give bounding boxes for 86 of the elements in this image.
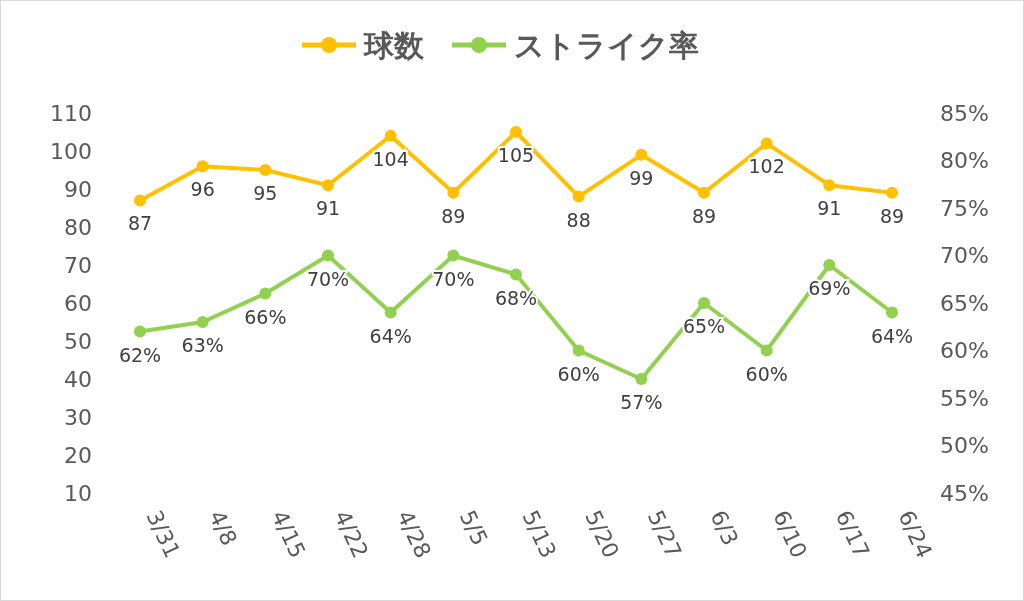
y2-tick-label: 60% bbox=[940, 338, 989, 364]
data-label: 89 bbox=[441, 204, 466, 227]
data-label: 105 bbox=[497, 144, 535, 166]
x-tick-label: 5/5 bbox=[454, 506, 493, 550]
data-label: 102 bbox=[748, 155, 785, 178]
point bbox=[510, 268, 522, 281]
data-label: 91 bbox=[817, 197, 842, 220]
point bbox=[886, 186, 898, 199]
point bbox=[134, 194, 146, 207]
data-label: 89 bbox=[691, 204, 717, 227]
x-tick-label: 4/22 bbox=[329, 506, 374, 562]
data-label: 88 bbox=[566, 208, 591, 231]
point bbox=[823, 259, 836, 271]
x-tick-label: 6/10 bbox=[768, 506, 812, 562]
point bbox=[447, 186, 460, 199]
data-label: 62% bbox=[118, 343, 162, 366]
point bbox=[384, 129, 397, 142]
y-tick-label: 100 bbox=[50, 138, 92, 164]
data-label: 60% bbox=[557, 362, 600, 385]
data-label: 66% bbox=[244, 305, 287, 328]
y-tick-label: 50 bbox=[64, 328, 92, 354]
point bbox=[760, 137, 773, 150]
data-label: 64% bbox=[369, 324, 412, 347]
y-tick-label: 110 bbox=[50, 100, 92, 126]
point bbox=[134, 325, 146, 338]
y2-tick-label: 75% bbox=[940, 195, 989, 221]
y-tick-label: 20 bbox=[64, 442, 92, 468]
data-label: 104 bbox=[372, 147, 409, 170]
x-tick-label: 6/17 bbox=[830, 506, 875, 562]
point bbox=[572, 190, 585, 203]
y-tick-label: 80 bbox=[64, 214, 92, 240]
point bbox=[823, 179, 836, 192]
x-tick-label: 5/13 bbox=[517, 506, 562, 562]
y-tick-label: 60 bbox=[64, 290, 92, 316]
point bbox=[510, 126, 522, 138]
y2-tick-label: 55% bbox=[940, 385, 989, 411]
data-label: 63% bbox=[181, 334, 224, 356]
data-label: 64% bbox=[870, 324, 914, 347]
data-label: 65% bbox=[682, 315, 726, 337]
data-label: 95 bbox=[253, 182, 278, 204]
point bbox=[760, 344, 773, 357]
data-label: 70% bbox=[432, 267, 475, 290]
x-tick-label: 4/8 bbox=[204, 506, 242, 550]
point bbox=[447, 249, 460, 262]
point bbox=[698, 186, 710, 199]
data-label: 68% bbox=[494, 286, 538, 309]
y-tick-label: 30 bbox=[64, 404, 92, 430]
y-tick-label: 40 bbox=[64, 366, 92, 392]
y2-tick-label: 85% bbox=[940, 100, 989, 126]
point bbox=[322, 179, 334, 192]
x-tick-label: 6/24 bbox=[893, 506, 938, 562]
x-tick-label: 5/27 bbox=[642, 506, 687, 562]
point bbox=[259, 164, 272, 176]
data-label: 99 bbox=[629, 166, 654, 189]
legend-label: ストライク率 bbox=[514, 27, 699, 63]
point bbox=[698, 297, 710, 309]
y2-tick-label: 80% bbox=[940, 148, 989, 174]
y2-tick-label: 50% bbox=[940, 433, 989, 459]
point bbox=[886, 306, 898, 319]
x-tick-label: 4/15 bbox=[266, 506, 311, 562]
x-tick-label: 5/20 bbox=[580, 506, 624, 562]
data-label: 60% bbox=[745, 362, 788, 385]
data-label: 91 bbox=[315, 197, 341, 220]
y2-tick-label: 70% bbox=[940, 243, 989, 269]
x-tick-label: 3/31 bbox=[141, 506, 186, 562]
data-label: 87 bbox=[127, 212, 153, 235]
point bbox=[259, 287, 272, 300]
y-tick-label: 90 bbox=[64, 176, 92, 202]
y2-tick-label: 45% bbox=[940, 480, 989, 506]
legend-label: 球数 bbox=[363, 27, 425, 63]
data-label: 89 bbox=[879, 204, 905, 227]
point bbox=[196, 160, 209, 173]
data-label: 96 bbox=[190, 178, 215, 201]
point bbox=[384, 306, 397, 319]
y2-tick-label: 65% bbox=[940, 290, 989, 316]
point bbox=[196, 316, 209, 328]
x-tick-label: 6/3 bbox=[705, 506, 744, 550]
data-label: 57% bbox=[620, 391, 663, 413]
point bbox=[635, 148, 648, 161]
point bbox=[322, 249, 334, 262]
y-tick-label: 10 bbox=[64, 480, 92, 506]
point bbox=[572, 344, 585, 357]
x-tick-label: 4/28 bbox=[392, 506, 436, 562]
data-label: 70% bbox=[306, 267, 350, 290]
y-tick-label: 70 bbox=[64, 252, 92, 278]
point bbox=[635, 373, 648, 385]
